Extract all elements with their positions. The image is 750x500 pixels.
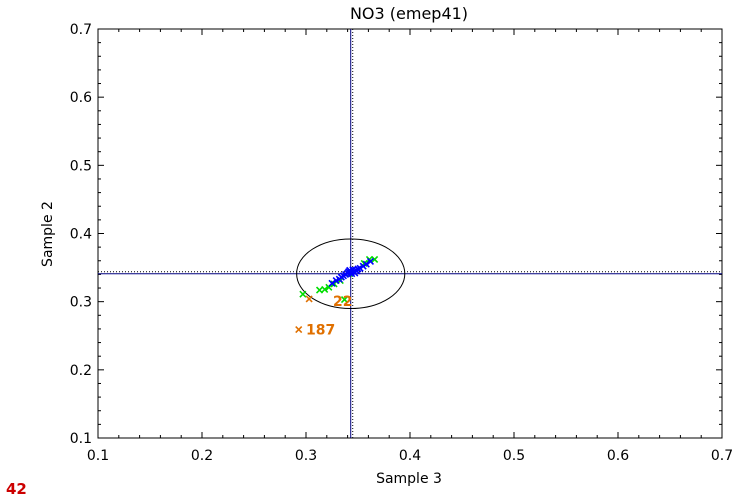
corner-label: 42 — [6, 480, 27, 498]
data-point-stroke — [371, 255, 379, 263]
data-point-stroke — [328, 279, 336, 287]
data-point-stroke — [315, 286, 324, 294]
data-point — [305, 295, 313, 303]
data-point-stroke — [366, 257, 375, 266]
x-tick-label: 0.5 — [503, 448, 525, 464]
x-tick-label: 0.7 — [711, 448, 733, 464]
data-point — [354, 265, 362, 273]
data-point — [371, 255, 379, 263]
x-tick-label: 0.3 — [295, 448, 317, 464]
y-tick-label: 0.1 — [70, 431, 92, 447]
data-point — [295, 326, 303, 334]
plot-frame — [97, 28, 723, 439]
x-axis-label: Sample 3 — [376, 471, 442, 487]
data-point — [299, 290, 307, 298]
y-tick-label: 0.5 — [70, 158, 92, 174]
y-tick-label: 0.6 — [70, 90, 92, 106]
data-point — [340, 296, 349, 304]
point-label: 187 — [306, 323, 335, 339]
data-point — [321, 285, 329, 293]
y-tick-label: 0.7 — [70, 22, 92, 38]
data-point-stroke — [354, 265, 362, 273]
chart-title: NO3 (emep41) — [350, 4, 468, 23]
x-tick-label: 0.4 — [399, 448, 421, 464]
data-point-stroke — [305, 295, 313, 303]
x-tick-label: 0.1 — [87, 448, 109, 464]
data-point-stroke — [295, 326, 303, 334]
data-point-stroke — [321, 285, 329, 293]
x-tick-label: 0.2 — [191, 448, 213, 464]
data-point-stroke — [299, 290, 307, 298]
y-tick-label: 0.4 — [70, 227, 92, 243]
confidence-ellipse — [296, 238, 406, 309]
y-tick-label: 0.2 — [70, 363, 92, 379]
x-tick-label: 0.6 — [607, 448, 629, 464]
data-point — [328, 279, 336, 287]
data-point-stroke — [362, 260, 370, 268]
data-point — [362, 260, 370, 268]
y-axis-label: Sample 2 — [40, 201, 56, 267]
point-label: 22 — [333, 294, 352, 310]
data-point-stroke — [340, 296, 349, 304]
y-tick-label: 0.3 — [70, 295, 92, 311]
data-point — [366, 257, 375, 266]
